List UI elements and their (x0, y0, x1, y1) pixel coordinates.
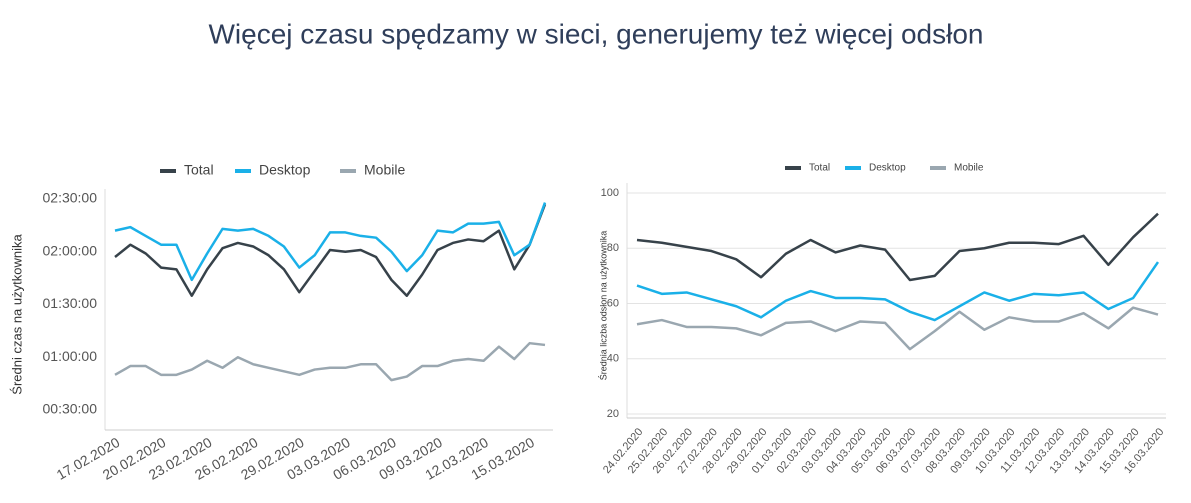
line-desktop (636, 261, 1160, 322)
line-desktop (114, 202, 547, 282)
y-tick-label: 40 (607, 353, 619, 365)
y-tick-label: 01:00:00 (43, 348, 98, 364)
legend-label: Mobile (954, 163, 984, 174)
y-tick-label: 00:30:00 (43, 401, 98, 417)
line-total (114, 203, 547, 297)
y-tick-label: 60 (607, 297, 619, 309)
y-axis-label: Średnia liczba odsłon na użytkownika (597, 231, 608, 381)
y-tick-label: 02:30:00 (43, 190, 98, 206)
legend-label: Total (184, 162, 214, 178)
line-total (636, 212, 1159, 282)
legend-label: Total (809, 163, 830, 174)
y-tick-label: 80 (607, 242, 619, 254)
y-tick-label: 100 (601, 187, 619, 199)
line-mobile (636, 306, 1159, 351)
legend-label: Desktop (869, 163, 906, 174)
y-tick-label: 20 (607, 408, 619, 420)
y-tick-label: 02:00:00 (43, 242, 98, 258)
legend-label: Mobile (364, 162, 405, 178)
page-title: Więcej czasu spędzamy w sieci, generujem… (209, 18, 984, 49)
y-axis-label: Średni czas na użytkownika (9, 234, 24, 395)
line-mobile (114, 341, 546, 382)
legend-label: Desktop (259, 162, 311, 178)
y-tick-label: 01:30:00 (43, 295, 98, 311)
